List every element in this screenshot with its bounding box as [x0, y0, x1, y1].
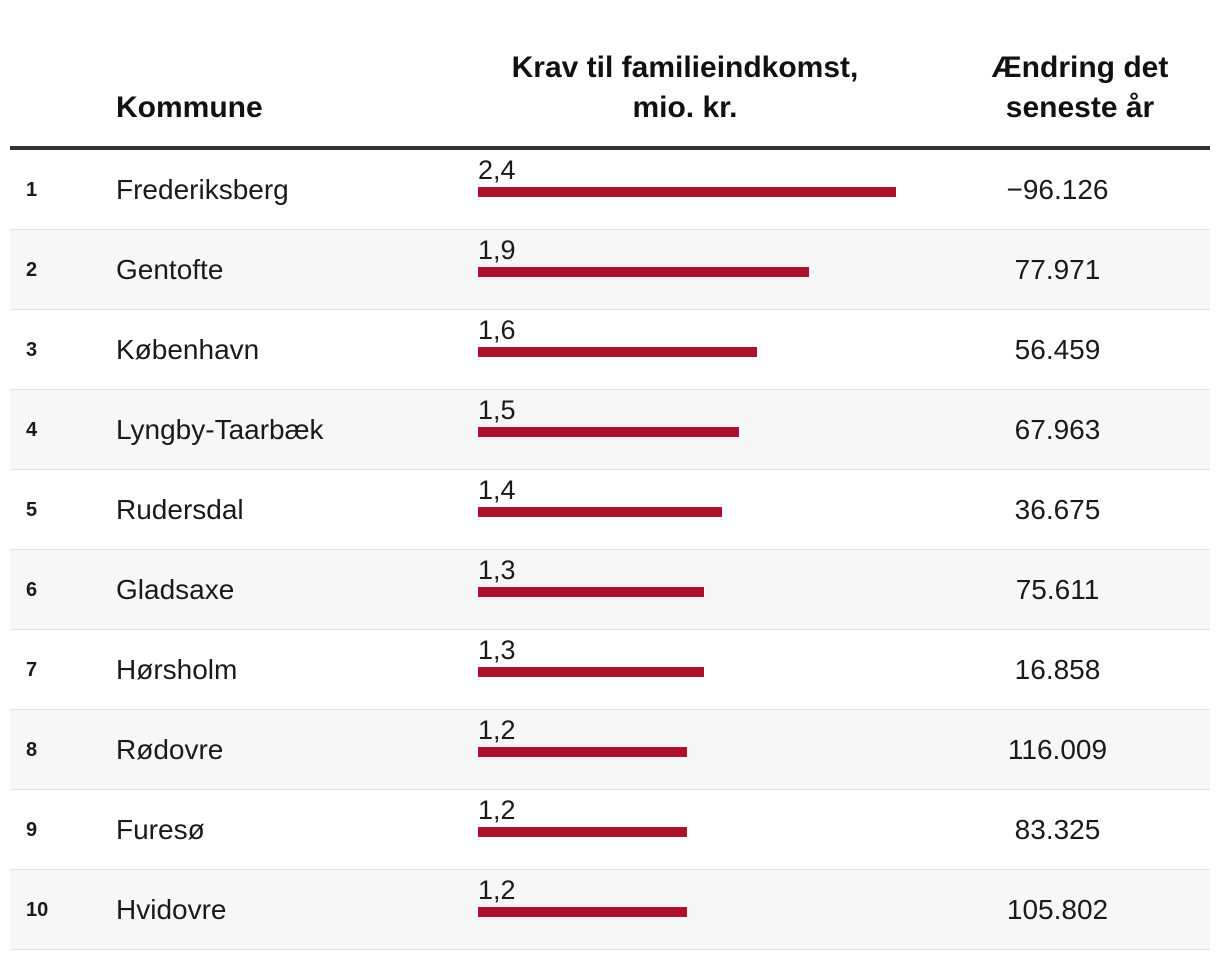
bar: [478, 587, 704, 597]
bar-value-label: 2,4: [478, 155, 516, 185]
kommune-cell: Gentofte: [116, 254, 224, 285]
table-header: Kommune Krav til familieindkomst, mio. k…: [10, 0, 1210, 150]
change-cell: 75.611: [1015, 574, 1100, 605]
bar-cell: 1,3: [478, 630, 918, 710]
header-aendring: Ændring det seneste år: [960, 48, 1200, 128]
kommune-cell: Gladsaxe: [116, 574, 235, 605]
kommune-cell: Lyngby-Taarbæk: [116, 414, 324, 445]
rank-cell: 10: [26, 899, 49, 921]
bar-cell: 1,2: [478, 710, 918, 790]
rank-cell: 5: [26, 499, 38, 521]
bar-value-label: 1,5: [478, 395, 516, 425]
change-cell: 105.802: [1006, 894, 1109, 925]
bar: [478, 507, 722, 517]
bar-cell: 1,4: [478, 470, 918, 550]
bar-svg: 1,3: [478, 555, 704, 597]
bar-cell: 1,6: [478, 310, 918, 390]
table-row: 1 Frederiksberg 2,4 −96.126: [10, 150, 1210, 230]
rank-cell: 2: [26, 259, 38, 281]
bar-svg: 1,2: [478, 795, 687, 837]
bar-value-label: 1,2: [478, 795, 516, 825]
bar-cell: 2,4: [478, 150, 918, 230]
table-row: 2 Gentofte 1,9 77.971: [10, 230, 1210, 310]
bar-cell: 1,5: [478, 390, 918, 470]
bar-cell: 1,3: [478, 550, 918, 630]
bar: [478, 347, 757, 357]
change-cell: 56.459: [1014, 334, 1101, 365]
change-cell: 116.009: [1007, 734, 1108, 765]
kommune-cell: Frederiksberg: [116, 174, 289, 205]
rank-cell: 7: [26, 659, 38, 681]
bar-cell: 1,9: [478, 230, 918, 310]
kommune-cell: Furesø: [116, 814, 205, 845]
change-cell: 36.675: [1014, 494, 1101, 525]
bar-svg: 1,2: [478, 715, 687, 757]
table-row: 8 Rødovre 1,2 116.009: [10, 710, 1210, 790]
bar-svg: 1,5: [478, 395, 739, 437]
kommune-cell: København: [116, 334, 260, 365]
header-aendring-line2: seneste år: [1005, 91, 1155, 124]
bar-value-label: 1,3: [478, 635, 516, 665]
bar: [478, 187, 896, 197]
header-krav: Krav til familieindkomst, mio. kr.: [475, 48, 895, 128]
header-aendring-line1: Ændring det: [991, 51, 1169, 84]
change-cell: 16.858: [1014, 654, 1101, 685]
bar-value-label: 1,4: [478, 475, 516, 505]
rank-cell: 4: [26, 419, 38, 441]
change-cell: 67.963: [1014, 414, 1101, 445]
rank-cell: 9: [26, 819, 38, 841]
kommune-cell: Hvidovre: [116, 894, 227, 925]
table-row: 6 Gladsaxe 1,3 75.611: [10, 550, 1210, 630]
rank-cell: 1: [26, 179, 38, 201]
bar-value-label: 1,6: [478, 315, 516, 345]
bar: [478, 267, 809, 277]
bar-svg: 1,6: [478, 315, 757, 357]
table-row: 7 Hørsholm 1,3 16.858: [10, 630, 1210, 710]
change-cell: 77.971: [1014, 254, 1101, 285]
bar: [478, 667, 704, 677]
bar-svg: 1,3: [478, 635, 704, 677]
rank-cell: 6: [26, 579, 38, 601]
bar: [478, 747, 687, 757]
bar-cell: 1,2: [478, 790, 918, 870]
bar-svg: 2,4: [478, 155, 896, 197]
header-krav-line1: Krav til familieindkomst,: [511, 51, 859, 84]
bar: [478, 827, 687, 837]
kommune-cell: Rudersdal: [116, 494, 244, 525]
rank-cell: 3: [26, 339, 38, 361]
bar-value-label: 1,3: [478, 555, 516, 585]
header-krav-line2: mio. kr.: [632, 91, 738, 124]
table-row: 4 Lyngby-Taarbæk 1,5 67.963: [10, 390, 1210, 470]
bar-value-label: 1,2: [478, 875, 516, 905]
table-row: 5 Rudersdal 1,4 36.675: [10, 470, 1210, 550]
table-row: 9 Furesø 1,2 83.325: [10, 790, 1210, 870]
bar-svg: 1,9: [478, 235, 809, 277]
change-cell: 83.325: [1014, 814, 1101, 845]
header-kommune: Kommune: [116, 91, 263, 124]
bar-svg: 1,4: [478, 475, 722, 517]
change-cell: −96.126: [1006, 174, 1109, 205]
kommune-cell: Rødovre: [116, 734, 224, 765]
kommune-cell: Hørsholm: [116, 654, 238, 685]
bar: [478, 907, 687, 917]
rank-cell: 8: [26, 739, 38, 761]
bar-value-label: 1,9: [478, 235, 516, 265]
table-body: 1 Frederiksberg 2,4 −96.126 2 Gentofte 1,9 77.9…: [10, 150, 1210, 950]
ranking-table: Kommune Krav til familieindkomst, mio. k…: [10, 0, 1210, 950]
bar-value-label: 1,2: [478, 715, 516, 745]
bar-cell: 1,2: [478, 870, 918, 950]
bar: [478, 427, 739, 437]
table-row: 10 Hvidovre 1,2 105.802: [10, 870, 1210, 950]
bar-svg: 1,2: [478, 875, 687, 917]
table-row: 3 København 1,6 56.459: [10, 310, 1210, 390]
